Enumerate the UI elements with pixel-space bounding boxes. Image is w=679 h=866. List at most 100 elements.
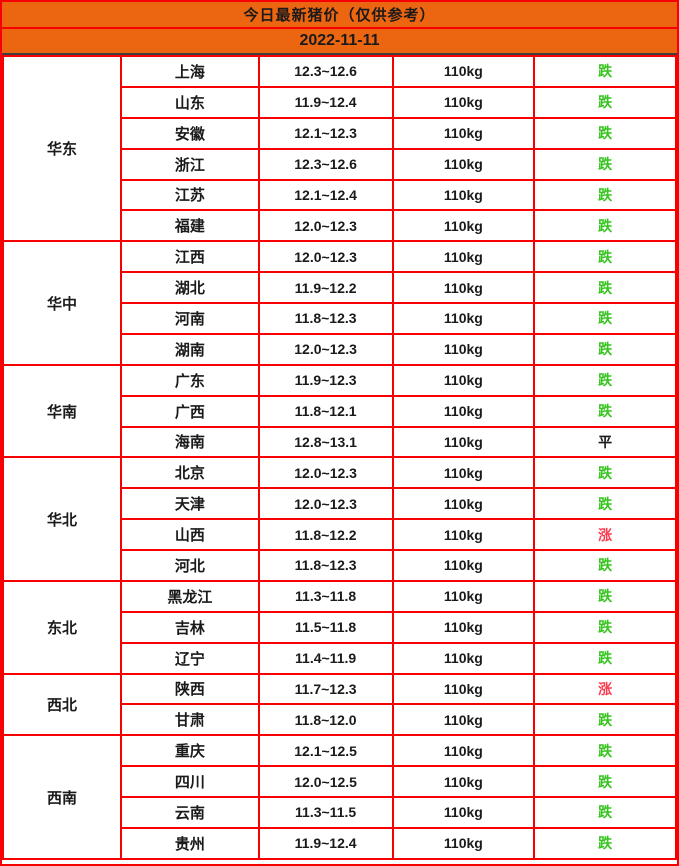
table-row: 湖南 12.0~12.3 110kg 跌 xyxy=(3,332,677,366)
weight-cell: 110kg xyxy=(391,456,536,490)
weight-cell: 110kg xyxy=(391,425,536,459)
trend-cell: 跌 xyxy=(533,363,677,397)
price-range-cell: 11.8~12.3 xyxy=(257,302,394,335)
weight-cell: 110kg xyxy=(391,147,536,181)
trend-cell: 涨 xyxy=(533,672,677,706)
table-row: 江苏 12.1~12.4 110kg 跌 xyxy=(3,178,677,212)
trend-cell: 跌 xyxy=(533,796,677,829)
price-range-cell: 12.0~12.5 xyxy=(257,765,394,798)
province-cell: 甘肃 xyxy=(119,703,260,737)
province-cell: 云南 xyxy=(119,796,260,829)
table-row: 山东 11.9~12.4 110kg 跌 xyxy=(3,85,677,119)
price-range-cell: 11.9~12.3 xyxy=(257,363,394,397)
table-row: 湖北 11.9~12.2 110kg 跌 xyxy=(3,271,677,304)
region-cell: 华北 xyxy=(2,456,122,582)
price-range-cell: 11.9~12.4 xyxy=(257,826,394,861)
region-cell: 东北 xyxy=(2,579,122,675)
trend-cell: 跌 xyxy=(533,826,677,861)
price-range-cell: 11.9~12.2 xyxy=(257,271,394,304)
province-cell: 上海 xyxy=(119,55,260,88)
trend-cell: 跌 xyxy=(533,116,677,150)
province-cell: 福建 xyxy=(119,209,260,243)
table-date: 2022-11-11 xyxy=(2,29,677,55)
price-range-cell: 12.0~12.3 xyxy=(257,456,394,490)
trend-cell: 跌 xyxy=(533,209,677,243)
region-cell: 西南 xyxy=(2,734,122,860)
province-cell: 重庆 xyxy=(119,734,260,768)
weight-cell: 110kg xyxy=(391,487,536,521)
price-range-cell: 12.8~13.1 xyxy=(257,425,394,459)
price-range-cell: 11.5~11.8 xyxy=(257,610,394,644)
weight-cell: 110kg xyxy=(391,672,536,706)
table-title: 今日最新猪价（仅供参考） xyxy=(2,2,677,29)
province-cell: 浙江 xyxy=(119,147,260,181)
trend-cell: 跌 xyxy=(533,302,677,335)
table-row: 福建 12.0~12.3 110kg 跌 xyxy=(3,209,677,243)
weight-cell: 110kg xyxy=(391,610,536,644)
price-range-cell: 11.8~12.3 xyxy=(257,549,394,582)
price-range-cell: 12.1~12.5 xyxy=(257,734,394,768)
weight-cell: 110kg xyxy=(391,178,536,212)
province-cell: 吉林 xyxy=(119,610,260,644)
weight-cell: 110kg xyxy=(391,394,536,428)
region-cell: 华中 xyxy=(2,240,122,366)
province-cell: 湖北 xyxy=(119,271,260,304)
trend-cell: 跌 xyxy=(533,240,677,274)
region-cell: 华东 xyxy=(2,54,122,243)
price-range-cell: 11.3~11.8 xyxy=(257,579,394,613)
trend-cell: 跌 xyxy=(533,487,677,521)
weight-cell: 110kg xyxy=(391,641,536,675)
weight-cell: 110kg xyxy=(391,271,536,304)
weight-cell: 110kg xyxy=(391,703,536,737)
price-range-cell: 12.0~12.3 xyxy=(257,332,394,366)
price-table: 华东 上海 12.3~12.6 110kg 跌山东 11.9~12.4 110kg 跌安徽 12… xyxy=(2,54,677,861)
province-cell: 广东 xyxy=(119,363,260,397)
weight-cell: 110kg xyxy=(391,549,536,582)
province-cell: 四川 xyxy=(119,765,260,798)
trend-cell: 跌 xyxy=(533,765,677,798)
table-row: 安徽 12.1~12.3 110kg 跌 xyxy=(3,116,677,150)
province-cell: 天津 xyxy=(119,487,260,521)
price-range-cell: 11.9~12.4 xyxy=(257,85,394,119)
trend-cell: 跌 xyxy=(533,549,677,582)
province-cell: 黑龙江 xyxy=(119,579,260,613)
table-row: 西北 陕西 11.7~12.3 110kg 涨 xyxy=(2,672,677,737)
weight-cell: 110kg xyxy=(391,209,536,243)
table-row: 四川 12.0~12.5 110kg 跌 xyxy=(3,765,677,798)
weight-cell: 110kg xyxy=(391,579,536,613)
province-cell: 江苏 xyxy=(119,178,260,212)
price-range-cell: 11.8~12.1 xyxy=(257,394,394,428)
province-cell: 湖南 xyxy=(119,332,260,366)
weight-cell: 110kg xyxy=(391,332,536,366)
price-range-cell: 12.0~12.3 xyxy=(257,487,394,521)
province-cell: 河南 xyxy=(119,302,260,335)
weight-cell: 110kg xyxy=(391,116,536,150)
province-cell: 陕西 xyxy=(119,672,260,706)
trend-cell: 平 xyxy=(533,425,677,459)
price-range-cell: 12.3~12.6 xyxy=(257,55,394,88)
trend-cell: 跌 xyxy=(533,178,677,212)
province-cell: 安徽 xyxy=(119,116,260,150)
province-cell: 北京 xyxy=(119,456,260,490)
trend-cell: 跌 xyxy=(533,394,677,428)
table-row: 浙江 12.3~12.6 110kg 跌 xyxy=(3,147,677,181)
trend-cell: 跌 xyxy=(533,734,677,768)
table-row: 贵州 11.9~12.4 110kg 跌 xyxy=(3,826,677,861)
table-row: 海南 12.8~13.1 110kg 平 xyxy=(3,425,677,459)
table-row: 山西 11.8~12.2 110kg 涨 xyxy=(3,518,677,551)
province-cell: 山西 xyxy=(119,518,260,551)
price-range-cell: 12.3~12.6 xyxy=(257,147,394,181)
province-cell: 山东 xyxy=(119,85,260,119)
weight-cell: 110kg xyxy=(391,734,536,768)
weight-cell: 110kg xyxy=(391,240,536,274)
table-row: 辽宁 11.4~11.9 110kg 跌 xyxy=(3,641,677,675)
table-row: 西南 重庆 12.1~12.5 110kg 跌 xyxy=(2,734,677,860)
price-range-cell: 12.0~12.3 xyxy=(257,209,394,243)
price-range-cell: 11.3~11.5 xyxy=(257,796,394,829)
trend-cell: 跌 xyxy=(533,55,677,88)
weight-cell: 110kg xyxy=(391,363,536,397)
weight-cell: 110kg xyxy=(391,85,536,119)
province-cell: 河北 xyxy=(119,549,260,582)
weight-cell: 110kg xyxy=(391,518,536,551)
